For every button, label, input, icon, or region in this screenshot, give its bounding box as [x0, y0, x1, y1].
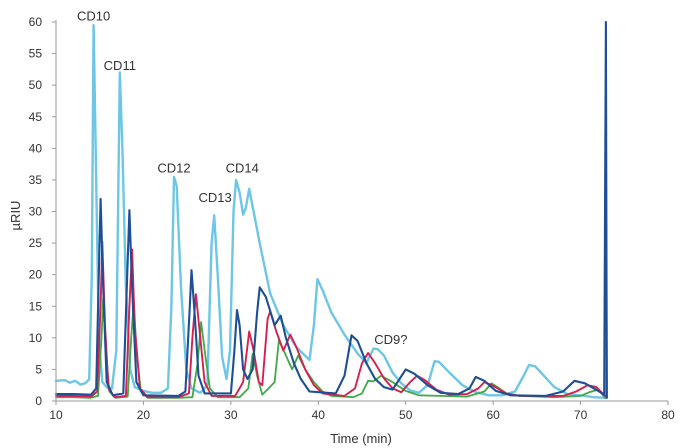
- peak-annotation: CD14: [226, 160, 259, 175]
- y-tick-label: 30: [29, 205, 43, 219]
- y-tick-label: 25: [29, 236, 43, 250]
- y-tick-label: 10: [29, 331, 43, 345]
- peak-annotation: CD10: [77, 9, 110, 24]
- x-tick-label: 60: [486, 408, 500, 422]
- y-axis-title: µRIU: [8, 201, 23, 231]
- series-line-1: [54, 24, 608, 399]
- peak-annotation: CD12: [157, 160, 190, 175]
- peak-annotation: CD9?: [374, 332, 407, 347]
- label-layer: CD10 CD11 CD12 CD13 CD14 CD9?: [77, 9, 408, 347]
- x-tick-label: 50: [399, 408, 413, 422]
- x-tick-label: 40: [312, 408, 326, 422]
- series-layer: [54, 20, 608, 399]
- x-tick-label: 80: [661, 408, 675, 422]
- y-tick-label: 45: [29, 110, 43, 124]
- x-tick-label: 10: [49, 408, 63, 422]
- y-tick-label: 20: [29, 268, 43, 282]
- x-tick-label: 30: [224, 408, 238, 422]
- y-tick-label: 0: [35, 394, 42, 408]
- y-tick-label: 60: [29, 15, 43, 29]
- series-line-3: [55, 240, 608, 399]
- x-tick-label: 20: [137, 408, 151, 422]
- y-tick-label: 35: [29, 173, 43, 187]
- x-tick-label: 70: [574, 408, 588, 422]
- y-tick-label: 5: [35, 362, 42, 376]
- series-line-4: [54, 20, 608, 399]
- y-tick-label: 50: [29, 78, 43, 92]
- y-tick-label: 40: [29, 141, 43, 155]
- x-axis-title: Time (min): [330, 431, 392, 446]
- y-tick-label: 55: [29, 47, 43, 61]
- peak-annotation: CD11: [104, 58, 136, 73]
- axis-layer: 10 20 30 40 50 60 70 80 0 5 10 15 20 25 30 35 40 45 50 55 60…: [8, 15, 675, 446]
- y-tick-label: 15: [29, 299, 43, 313]
- peak-annotation: CD13: [198, 190, 231, 205]
